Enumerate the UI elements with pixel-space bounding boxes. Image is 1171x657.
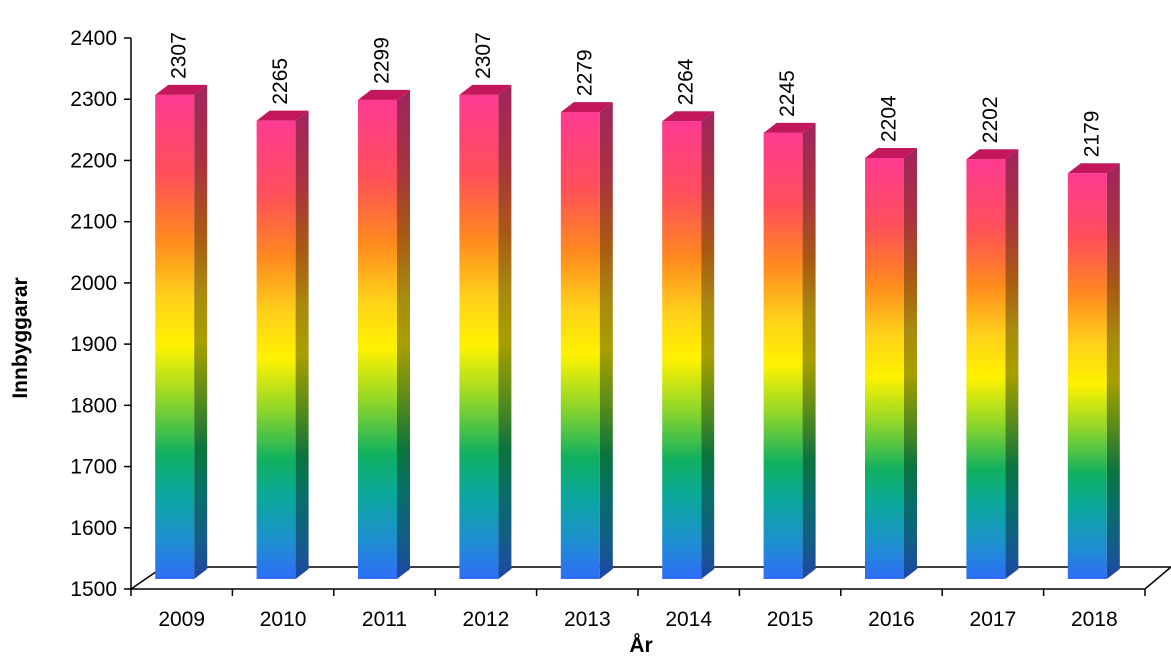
bar-front	[358, 99, 397, 579]
y-tick-label: 1800	[70, 394, 117, 417]
y-tick-label: 2300	[70, 88, 117, 111]
bar-front	[763, 132, 803, 579]
bar	[966, 149, 1019, 579]
bar	[662, 111, 715, 580]
y-tick-label: 1700	[70, 456, 117, 479]
data-label: 2245	[776, 70, 799, 117]
bar	[256, 110, 309, 580]
y-tick-label: 2000	[70, 272, 117, 295]
bar-front	[155, 94, 195, 579]
data-label: 2204	[878, 95, 901, 142]
bar-top	[865, 147, 917, 158]
data-label: 2299	[371, 37, 394, 84]
chart-floor	[128, 566, 1171, 590]
x-tick-label: 2010	[260, 608, 307, 631]
bar-side	[802, 122, 816, 580]
x-tick-label: 2016	[868, 608, 915, 631]
bar-side	[397, 89, 410, 579]
bar-front	[560, 112, 600, 579]
bar-side	[904, 147, 917, 580]
x-tick-label: 2014	[665, 608, 712, 631]
bar-front	[459, 94, 499, 579]
x-tick-label: 2018	[1071, 608, 1118, 631]
bar-front	[256, 120, 296, 580]
x-axis-title: År	[629, 633, 652, 657]
data-label: 2307	[472, 32, 495, 79]
bar	[763, 122, 816, 580]
y-tick-label: 1500	[70, 578, 117, 601]
bar-side	[498, 84, 512, 579]
bar-side	[1106, 163, 1120, 579]
x-tick-label: 2011	[362, 608, 407, 631]
y-tick-label: 2400	[70, 27, 117, 50]
data-label: 2264	[675, 58, 698, 105]
bar-top	[1067, 163, 1120, 174]
data-label: 2202	[979, 97, 1002, 144]
bar-series	[155, 84, 1120, 580]
y-tick-label: 2100	[70, 211, 117, 234]
bar-top	[155, 84, 208, 95]
x-tick-label: 2013	[564, 608, 611, 631]
bar	[459, 84, 512, 579]
y-axis-ticks: 1500 1600 1700 1800 1900 2000 2100 2200 2300 2400	[70, 27, 131, 601]
x-tick-label: 2017	[970, 608, 1017, 631]
y-tick-label: 1900	[70, 333, 117, 356]
bar	[358, 89, 410, 579]
bar	[1067, 163, 1120, 579]
data-label: 2265	[269, 58, 292, 105]
bar-top	[662, 111, 715, 122]
bar-side	[599, 102, 613, 579]
bar-side	[194, 84, 208, 579]
x-tick-label: 2015	[767, 608, 814, 631]
bar-front	[1067, 173, 1107, 579]
x-tick-label: 2012	[463, 608, 510, 631]
data-labels: 2307 2265 2299 2307 2279 2264 2245 2204 2202 2179	[168, 32, 1104, 157]
bar	[155, 84, 208, 579]
x-axis-ticks: 2009 2010 2011 2012 2013 2014 2015 2016 2017 2018	[130, 589, 1146, 631]
bar-top	[358, 89, 410, 100]
bar-front	[966, 159, 1006, 579]
bar-top	[763, 122, 816, 133]
y-tick-label: 2200	[70, 149, 117, 172]
bar-side	[701, 111, 715, 580]
bar-front	[662, 121, 702, 580]
bar-front	[865, 157, 904, 580]
bar	[560, 102, 613, 579]
x-tick-label: 2009	[158, 608, 205, 631]
y-axis-title: Innbyggarar	[9, 277, 32, 398]
bar-top	[256, 110, 309, 121]
bar-side	[295, 110, 309, 580]
y-tick-label: 1600	[70, 517, 117, 540]
bar	[865, 147, 917, 580]
bar-top	[459, 84, 512, 95]
bar-top	[560, 102, 613, 113]
data-label: 2179	[1080, 111, 1103, 158]
data-label: 2307	[168, 32, 191, 79]
bar-side	[1005, 149, 1019, 579]
data-label: 2279	[573, 49, 596, 96]
bar-top	[966, 149, 1019, 160]
